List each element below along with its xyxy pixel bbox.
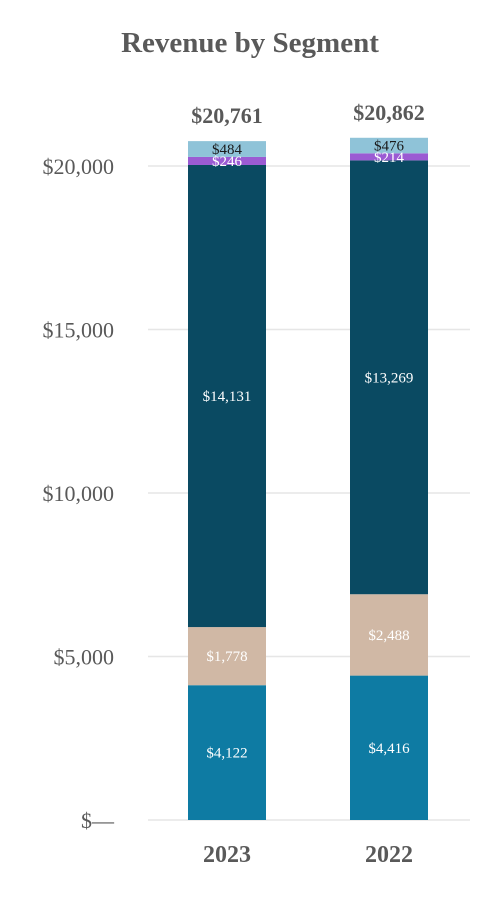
segment-value-label: $214 — [374, 150, 405, 166]
bar-segment — [188, 627, 266, 686]
segment-value-label: $1,778 — [206, 649, 247, 665]
segment-value-label: $4,416 — [368, 741, 410, 757]
bar-segment — [188, 141, 266, 157]
y-tick-label: $5,000 — [54, 645, 115, 670]
segment-value-label: $2,488 — [368, 628, 409, 644]
segment-value-label: $13,269 — [365, 370, 414, 386]
bar-segment — [188, 156, 266, 165]
y-axis-ticks: $— $5,000 $10,000 $15,000 $20,000 — [43, 154, 116, 833]
bar-segment — [188, 685, 266, 820]
segment-value-label: $476 — [374, 139, 405, 155]
bar-total-label: $20,761 — [191, 103, 263, 128]
segment-value-label: $14,131 — [203, 389, 252, 405]
bar-total-label: $20,862 — [353, 100, 425, 125]
y-tick-label: $— — [81, 808, 115, 833]
bar-segment — [350, 153, 428, 161]
y-tick-label: $15,000 — [43, 318, 115, 343]
bars — [188, 137, 428, 820]
bar-segment — [350, 594, 428, 676]
bar-segment — [350, 160, 428, 595]
bar-labels: $4,122 $1,778 $14,131 $246$484 $20,761 $4,416… — [191, 100, 425, 762]
bar-segment — [350, 137, 428, 154]
y-tick-label: $10,000 — [43, 481, 115, 506]
segment-value-label: $4,122 — [206, 746, 247, 762]
chart-title: Revenue by Segment — [121, 27, 379, 59]
segment-value-label: $246 — [212, 154, 243, 170]
bar-segment — [350, 675, 428, 820]
x-category-label: 2023 — [203, 842, 251, 868]
bar-segment — [188, 164, 266, 628]
x-category-label: 2022 — [365, 842, 413, 868]
segment-value-label: $484 — [212, 142, 243, 158]
y-tick-label: $20,000 — [43, 154, 115, 179]
x-axis-categories: 2023 2022 — [203, 842, 413, 868]
